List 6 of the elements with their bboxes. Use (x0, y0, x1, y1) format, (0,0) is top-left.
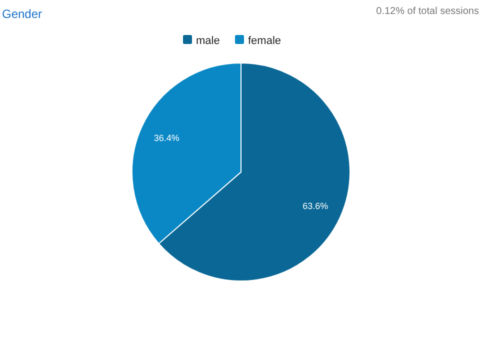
data-label: 63.6% (302, 200, 328, 211)
text: 0.12% of total sessions (376, 6, 479, 17)
legend-label: male (196, 35, 220, 47)
text: Gender (2, 7, 42, 21)
legend-label: female (248, 35, 282, 47)
data-label: 36.4% (154, 133, 180, 144)
